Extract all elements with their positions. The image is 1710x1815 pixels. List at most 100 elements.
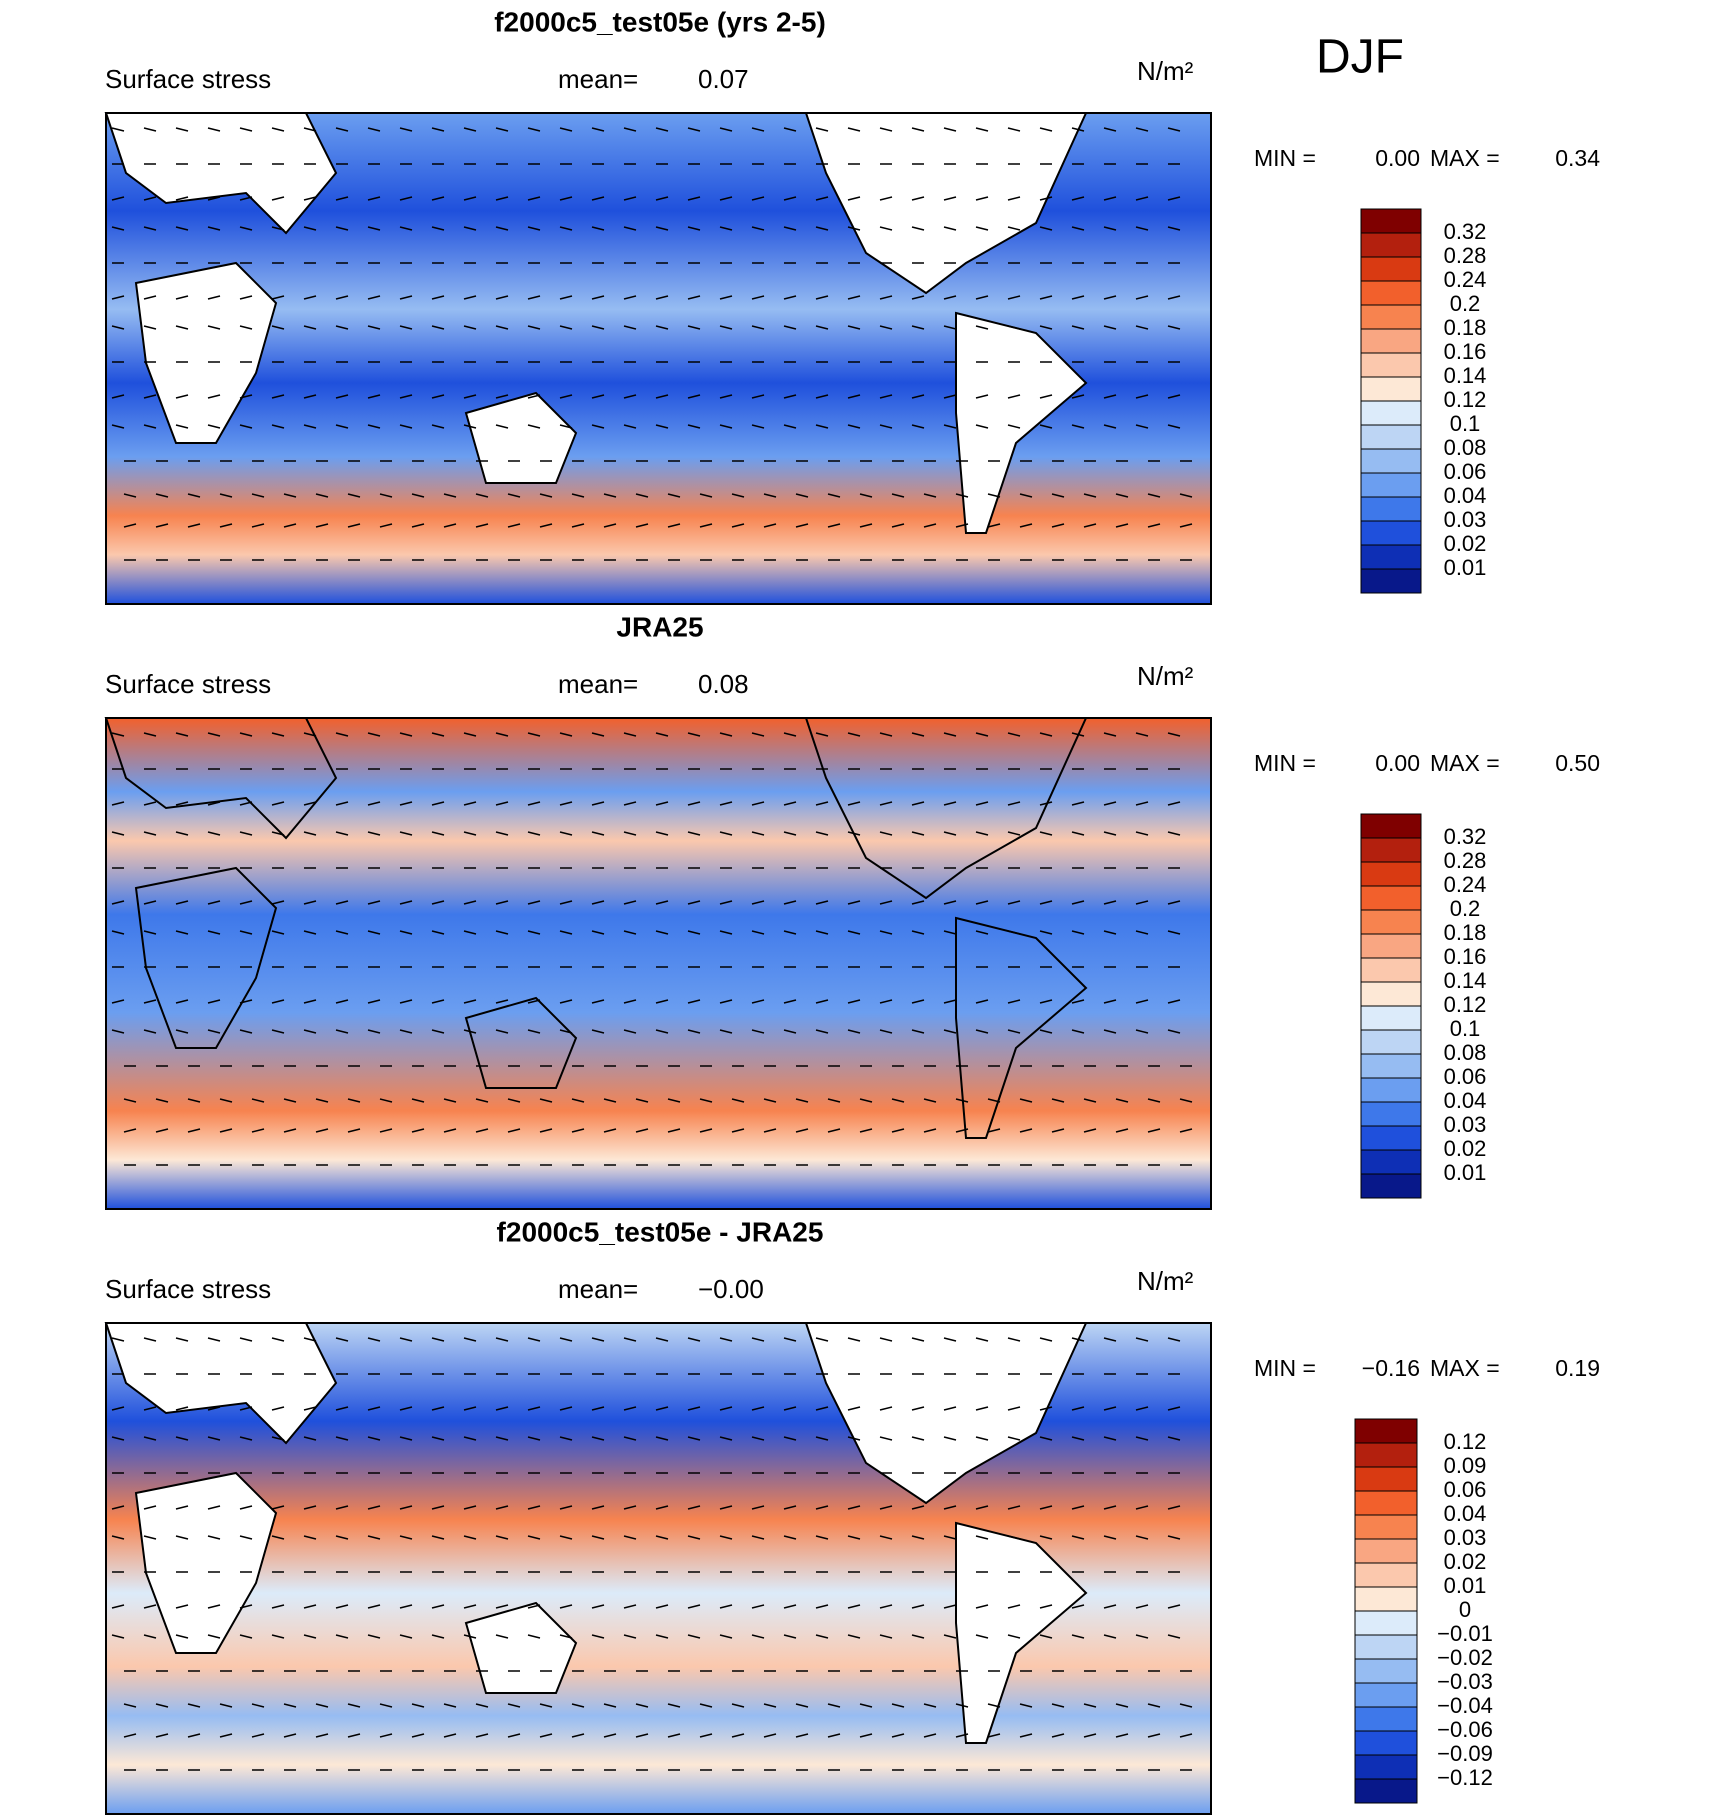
wind-vector bbox=[367, 1337, 381, 1342]
min-value: 0.00 bbox=[1375, 750, 1420, 776]
wind-vector bbox=[719, 930, 733, 935]
colorbar-box bbox=[1360, 1029, 1422, 1055]
wind-vector bbox=[763, 1098, 777, 1103]
wind-vector bbox=[751, 1436, 765, 1441]
wind-vector bbox=[623, 394, 637, 399]
wind-vector bbox=[847, 900, 861, 905]
wind-vector bbox=[943, 1634, 957, 1639]
wind-vector bbox=[571, 1703, 585, 1708]
wind-vector bbox=[1039, 732, 1053, 737]
wind-vector bbox=[987, 1703, 1001, 1708]
land bbox=[955, 1521, 1088, 1744]
wind-vector bbox=[623, 999, 637, 1004]
wind-vector bbox=[539, 493, 553, 498]
wind-vector bbox=[1019, 1733, 1033, 1738]
wind-vector bbox=[347, 1703, 361, 1708]
wind-vector bbox=[847, 999, 861, 1004]
wind-vector bbox=[239, 1029, 253, 1034]
wind-vector bbox=[399, 999, 413, 1004]
colorbar-box bbox=[1354, 1610, 1418, 1636]
wind-vector bbox=[943, 1436, 957, 1441]
wind-vector bbox=[111, 1505, 125, 1510]
wind-vector bbox=[591, 1337, 605, 1342]
wind-vector bbox=[1115, 1128, 1129, 1133]
land bbox=[804, 1322, 1088, 1505]
wind-vector bbox=[111, 831, 125, 836]
wind-vector bbox=[655, 1029, 669, 1034]
wind-vector bbox=[955, 493, 969, 498]
wind-vector bbox=[1103, 1604, 1117, 1609]
wind-vector bbox=[335, 900, 349, 905]
wind-vector bbox=[1147, 1128, 1161, 1133]
map-field bbox=[106, 718, 1211, 1209]
wind-vector bbox=[911, 1535, 925, 1540]
wind-vector bbox=[495, 999, 509, 1004]
wind-vector bbox=[1135, 1505, 1149, 1510]
max-label: MAX = bbox=[1430, 1355, 1500, 1381]
wind-vector bbox=[431, 196, 445, 201]
wind-vector bbox=[559, 394, 573, 399]
wind-vector bbox=[687, 999, 701, 1004]
wind-vector bbox=[1135, 1337, 1149, 1342]
wind-vector bbox=[975, 831, 989, 836]
land bbox=[104, 112, 338, 235]
mean-label: mean= bbox=[558, 64, 638, 94]
wind-vector bbox=[655, 424, 669, 429]
wind-vector bbox=[111, 1604, 125, 1609]
wind-vector bbox=[591, 295, 605, 300]
wind-vector bbox=[655, 831, 669, 836]
wind-vector bbox=[367, 1604, 381, 1609]
colorbar-label: 0.08 bbox=[1444, 435, 1487, 460]
wind-vector bbox=[751, 394, 765, 399]
wind-vector bbox=[751, 732, 765, 737]
wind-vector bbox=[943, 1406, 957, 1411]
wind-vector bbox=[955, 1098, 969, 1103]
mean-label: mean= bbox=[558, 1274, 638, 1304]
wind-vector bbox=[655, 801, 669, 806]
wind-vector bbox=[943, 127, 957, 132]
wind-vector bbox=[207, 1436, 221, 1441]
wind-vector bbox=[111, 1337, 125, 1342]
wind-vector bbox=[271, 196, 285, 201]
colorbar-label: −0.04 bbox=[1437, 1693, 1493, 1718]
wind-vector bbox=[763, 493, 777, 498]
wind-vector bbox=[879, 930, 893, 935]
wind-vector bbox=[751, 1505, 765, 1510]
wind-vector bbox=[571, 523, 585, 528]
wind-vector bbox=[367, 1029, 381, 1034]
wind-vector bbox=[1103, 226, 1117, 231]
wind-vector bbox=[879, 1535, 893, 1540]
wind-vector bbox=[1167, 801, 1181, 806]
wind-vector bbox=[283, 523, 297, 528]
wind-vector bbox=[1051, 493, 1065, 498]
wind-vector bbox=[911, 1029, 925, 1034]
wind-vector bbox=[1039, 1029, 1053, 1034]
wind-vector bbox=[335, 1337, 349, 1342]
wind-vector bbox=[911, 801, 925, 806]
wind-vector bbox=[783, 424, 797, 429]
units: N/m² bbox=[1137, 56, 1194, 86]
wind-vector bbox=[443, 1128, 457, 1133]
wind-vector bbox=[815, 1634, 829, 1639]
wind-vector bbox=[815, 295, 829, 300]
wind-vector bbox=[699, 523, 713, 528]
wind-vector bbox=[719, 732, 733, 737]
wind-vector bbox=[847, 226, 861, 231]
colorbar-label: 0.02 bbox=[1444, 1136, 1487, 1161]
wind-vector bbox=[751, 900, 765, 905]
wind-vector bbox=[367, 1406, 381, 1411]
wind-vector bbox=[1167, 1505, 1181, 1510]
wind-vector bbox=[655, 394, 669, 399]
wind-vector bbox=[111, 424, 125, 429]
wind-vector bbox=[751, 801, 765, 806]
wind-vector bbox=[1115, 493, 1129, 498]
wind-vector bbox=[271, 1337, 285, 1342]
wind-vector bbox=[879, 1029, 893, 1034]
wind-vector bbox=[239, 732, 253, 737]
wind-vector bbox=[975, 1535, 989, 1540]
wind-vector bbox=[751, 424, 765, 429]
wind-vector bbox=[1167, 831, 1181, 836]
wind-vector bbox=[495, 732, 509, 737]
wind-vector bbox=[795, 493, 809, 498]
wind-vector bbox=[367, 900, 381, 905]
